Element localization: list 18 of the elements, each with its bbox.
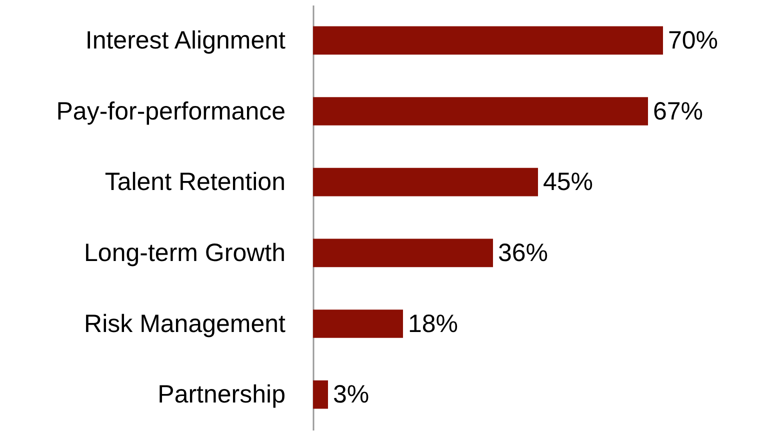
y-tick-label: Pay-for-performance <box>56 97 286 126</box>
y-tick-label: Long-term Growth <box>84 238 286 267</box>
y-tick-label: Interest Alignment <box>85 26 286 54</box>
data-label: 45% <box>543 168 594 196</box>
data-label: 36% <box>498 238 548 267</box>
y-tick-label: Partnership <box>158 380 286 409</box>
bar <box>313 168 538 196</box>
data-label: 18% <box>408 310 458 338</box>
bar <box>313 97 648 126</box>
data-label: 67% <box>653 97 704 126</box>
data-label: 3% <box>333 380 370 409</box>
bar <box>313 310 403 338</box>
data-label: 70% <box>668 26 718 54</box>
y-tick-label: Risk Management <box>84 310 286 338</box>
bar <box>313 238 493 268</box>
y-tick-label: Talent Retention <box>104 168 286 196</box>
bar <box>313 380 328 409</box>
bar <box>313 26 663 55</box>
